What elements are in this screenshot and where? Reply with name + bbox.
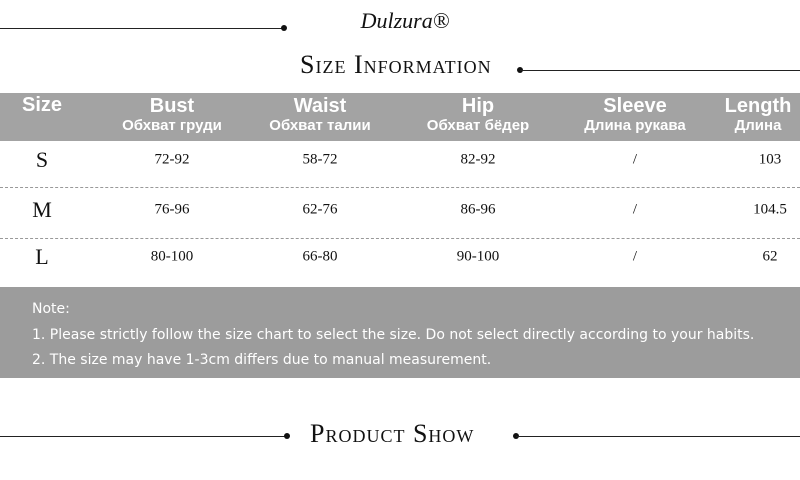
divider-dot (284, 433, 290, 439)
column-header: Bust Обхват груди (122, 93, 222, 135)
table-cell: 62-76 (302, 201, 338, 218)
table-cell: 104.5 (753, 201, 787, 218)
column-subtitle: Обхват талии (269, 117, 371, 134)
table-cell: 82-92 (460, 151, 496, 168)
table-cell: M (32, 197, 52, 222)
section-title: Product Show (310, 419, 475, 448)
column-name: Sleeve (603, 95, 667, 117)
divider (0, 436, 286, 437)
column-subtitle: Длина рукава (584, 117, 686, 134)
table-cell: 62 (762, 248, 778, 265)
note-line: 1. Please strictly follow the size chart… (32, 327, 755, 343)
divider (516, 436, 800, 437)
column-subtitle: Длина (734, 117, 782, 134)
section-title: Size Information (300, 50, 492, 79)
table-cell: S (35, 147, 49, 172)
table-cell: 90-100 (456, 248, 500, 265)
table-cell: 72-92 (154, 151, 190, 168)
table-cell: 86-96 (460, 201, 496, 218)
table-cell: 80-100 (150, 248, 194, 265)
column-header: Length Длина (725, 93, 792, 135)
brand: Dulzura® (360, 8, 450, 33)
note-label: Note: (32, 301, 70, 317)
table-cell: 58-72 (302, 151, 338, 168)
table-cell: / (632, 201, 638, 218)
column-header: Hip Обхват бёдер (427, 93, 529, 135)
divider (520, 70, 800, 71)
table-header (0, 93, 800, 141)
divider (0, 28, 284, 29)
note-line: 2. The size may have 1-3cm differs due t… (32, 352, 492, 368)
column-name: Size (21, 94, 63, 116)
column-subtitle: Обхват бёдер (426, 117, 530, 134)
column-name: Bust (149, 95, 195, 117)
table-cell: / (632, 151, 638, 168)
table-cell: 66-80 (302, 248, 338, 265)
table-cell: 103 (758, 151, 782, 168)
table-cell: L (35, 244, 49, 269)
column-name: Waist (293, 95, 347, 117)
note-box: Note: 1. Please strictly follow the size… (0, 287, 800, 378)
column-header: Sleeve Длина рукава (584, 93, 686, 135)
table-cell: 76-96 (154, 201, 190, 218)
column-name: Length (724, 95, 792, 117)
row-separator (0, 238, 800, 239)
row-separator (0, 187, 800, 188)
column-header: Waist Обхват талии (269, 93, 370, 135)
column-subtitle: Обхват груди (122, 117, 222, 134)
divider-dot (281, 25, 287, 31)
column-name: Hip (461, 95, 495, 117)
table-cell: / (632, 248, 638, 265)
column-header: Size (22, 93, 62, 117)
